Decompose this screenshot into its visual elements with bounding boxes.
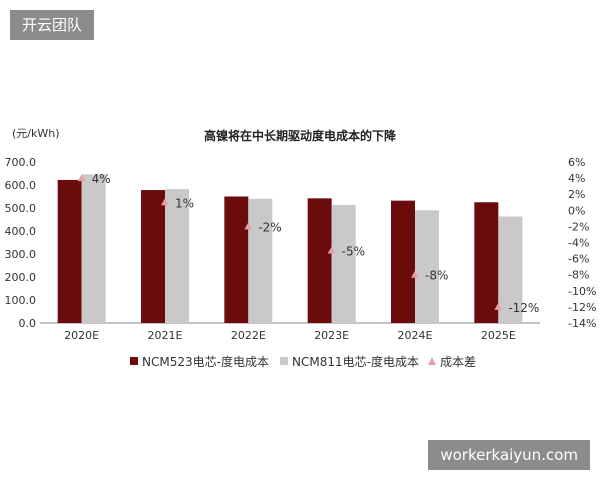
bar-ncm811: [415, 210, 439, 323]
y-tick-label: 500.0: [5, 202, 37, 215]
bar-ncm523: [141, 190, 165, 323]
diff-marker: [411, 270, 419, 278]
x-tick-label: 2020E: [64, 329, 99, 342]
legend-swatch: [280, 357, 288, 365]
diff-marker: [327, 246, 336, 254]
y2-tick-label: -14%: [568, 317, 596, 330]
legend-label: NCM811电芯-度电成本: [292, 354, 419, 369]
watermark-bottom: workerkaiyun.com: [428, 440, 590, 470]
x-tick-label: 2022E: [231, 329, 266, 342]
bar-ncm523: [391, 200, 415, 323]
y-tick-label: 0.0: [19, 317, 37, 330]
x-tick-label: 2025E: [481, 329, 516, 342]
diff-label: -8%: [425, 269, 448, 283]
bar-ncm811: [165, 189, 189, 323]
bar-ncm523: [224, 196, 249, 323]
y-tick-label: 300.0: [5, 248, 37, 261]
x-tick-label: 2024E: [398, 329, 433, 342]
diff-label: 4%: [92, 172, 111, 186]
bar-ncm811: [498, 216, 523, 323]
axes: 0.0 100.0 200.0 300.0 400.0 500.0 600.0 700.0 -1…: [5, 156, 597, 342]
y2-tick-label: -6%: [568, 253, 589, 266]
y2-tick-label: -2%: [568, 220, 589, 233]
bar-ncm811: [248, 198, 273, 323]
y2-tick-label: 0%: [568, 204, 585, 217]
diff-marker: [244, 222, 253, 230]
legend: NCM523电芯-度电成本 NCM811电芯-度电成本 成本差: [130, 354, 476, 369]
chart-title: 高镍将在中长期驱动度电成本的下降: [204, 128, 397, 143]
bar-ncm811: [331, 205, 356, 323]
diff-marker: [161, 198, 169, 206]
y-tick-label: 200.0: [5, 271, 37, 284]
y-tick-label: 100.0: [5, 294, 37, 307]
bar-ncm523: [57, 179, 82, 323]
y-tick-label: 600.0: [5, 179, 37, 192]
legend-swatch: [428, 357, 436, 365]
y2-tick-label: -8%: [568, 269, 589, 282]
legend-swatch: [130, 357, 138, 365]
diff-marker: [494, 302, 503, 310]
diff-label: -2%: [258, 220, 281, 234]
y2-tick-label: 2%: [568, 188, 585, 201]
bar-ncm523: [474, 202, 499, 323]
y-axis-unit-label: (元/kWh): [12, 127, 60, 140]
y-tick-label: 400.0: [5, 225, 37, 238]
y2-tick-label: -12%: [568, 301, 596, 314]
x-tick-label: 2021E: [148, 329, 183, 342]
legend-label: NCM523电芯-度电成本: [142, 354, 269, 369]
diff-label: -12%: [508, 301, 539, 315]
y-tick-label: 700.0: [5, 156, 37, 169]
legend-label: 成本差: [440, 355, 476, 369]
bar-ncm811: [81, 174, 106, 323]
bars: [57, 174, 523, 323]
diff-label: -5%: [342, 245, 365, 259]
y2-tick-label: 6%: [568, 156, 585, 169]
diff-marker: [77, 174, 86, 182]
cost-difference-markers: 4% 1% -2% -5% -8% -12%: [77, 172, 539, 315]
watermark-top: 开云团队: [10, 10, 95, 40]
x-tick-label: 2023E: [314, 329, 349, 342]
y2-tick-label: -4%: [568, 237, 589, 250]
diff-label: 1%: [175, 196, 194, 210]
y2-tick-label: -10%: [568, 285, 596, 298]
y2-tick-label: 4%: [568, 172, 585, 185]
bar-ncm523: [307, 198, 332, 323]
